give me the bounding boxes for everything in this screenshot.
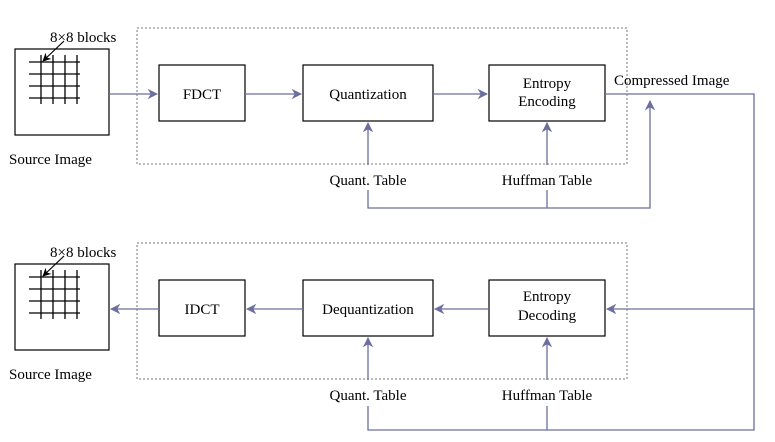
- entropy-encoding-label-1: Entropy: [523, 76, 572, 92]
- fdct-label: FDCT: [183, 87, 221, 103]
- decoder-source-box: [14, 263, 110, 351]
- decoder-block-grid: [29, 270, 80, 319]
- encoder-huffman-table-label: Huffman Table: [502, 173, 593, 189]
- decoder-block-pointer: [42, 255, 65, 277]
- encoder-block-label: 8×8 blocks: [50, 30, 117, 46]
- idct-box: [158, 279, 246, 337]
- decoder-block-label: 8×8 blocks: [50, 245, 117, 261]
- compressed-to-quant-table: [367, 309, 755, 431]
- fdct-box: [158, 64, 246, 122]
- decoder-section: 8×8 blocks Source Image IDCT Dequantizat…: [9, 242, 628, 404]
- encoder-source-box: [14, 48, 110, 136]
- quantization-label: Quantization: [329, 87, 407, 103]
- encoder-block-grid: [29, 55, 80, 104]
- arrow-tables-to-output: [367, 99, 656, 209]
- encoder-source-image: 8×8 blocks Source Image: [9, 30, 117, 168]
- encoder-section: 8×8 blocks Source Image FDCT Quantizatio…: [9, 27, 656, 209]
- encoder-quant-table-label: Quant. Table: [330, 173, 407, 189]
- dequantization-label: Dequantization: [322, 302, 414, 318]
- compressed-channel-arrow: [605, 93, 755, 315]
- dequantization-box: [302, 279, 434, 337]
- decoder-quant-table-label: Quant. Table: [330, 388, 407, 404]
- entropy-encoding-label-2: Encoding: [518, 94, 576, 110]
- decoder-source-image: 8×8 blocks Source Image: [9, 245, 117, 383]
- entropy-decoding-label-2: Decoding: [518, 308, 577, 324]
- quantization-box: [302, 64, 434, 122]
- entropy-decoding-label-1: Entropy: [523, 289, 572, 305]
- decoder-huffman-table-label: Huffman Table: [502, 388, 593, 404]
- decoder-frame: [136, 242, 628, 380]
- idct-label: IDCT: [185, 302, 220, 318]
- entropy-decoding-box: [488, 279, 606, 337]
- compressed-image-label: Compressed Image: [614, 73, 730, 89]
- entropy-encoding-box: [488, 64, 606, 122]
- decoder-source-label: Source Image: [9, 367, 92, 383]
- encoder-source-label: Source Image: [9, 152, 92, 168]
- encoder-frame: [136, 27, 628, 165]
- encoder-block-pointer: [42, 40, 65, 62]
